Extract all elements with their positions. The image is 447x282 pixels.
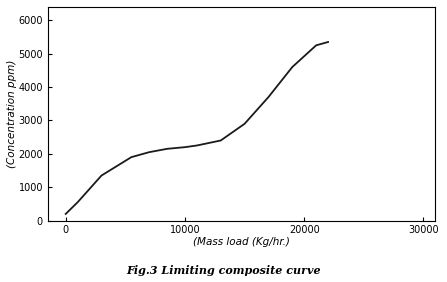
Y-axis label: (Concentration ppm): (Concentration ppm)	[7, 60, 17, 168]
X-axis label: (Mass load (Kg/hr.): (Mass load (Kg/hr.)	[193, 237, 290, 247]
Text: Fig.3 Limiting composite curve: Fig.3 Limiting composite curve	[126, 265, 321, 276]
